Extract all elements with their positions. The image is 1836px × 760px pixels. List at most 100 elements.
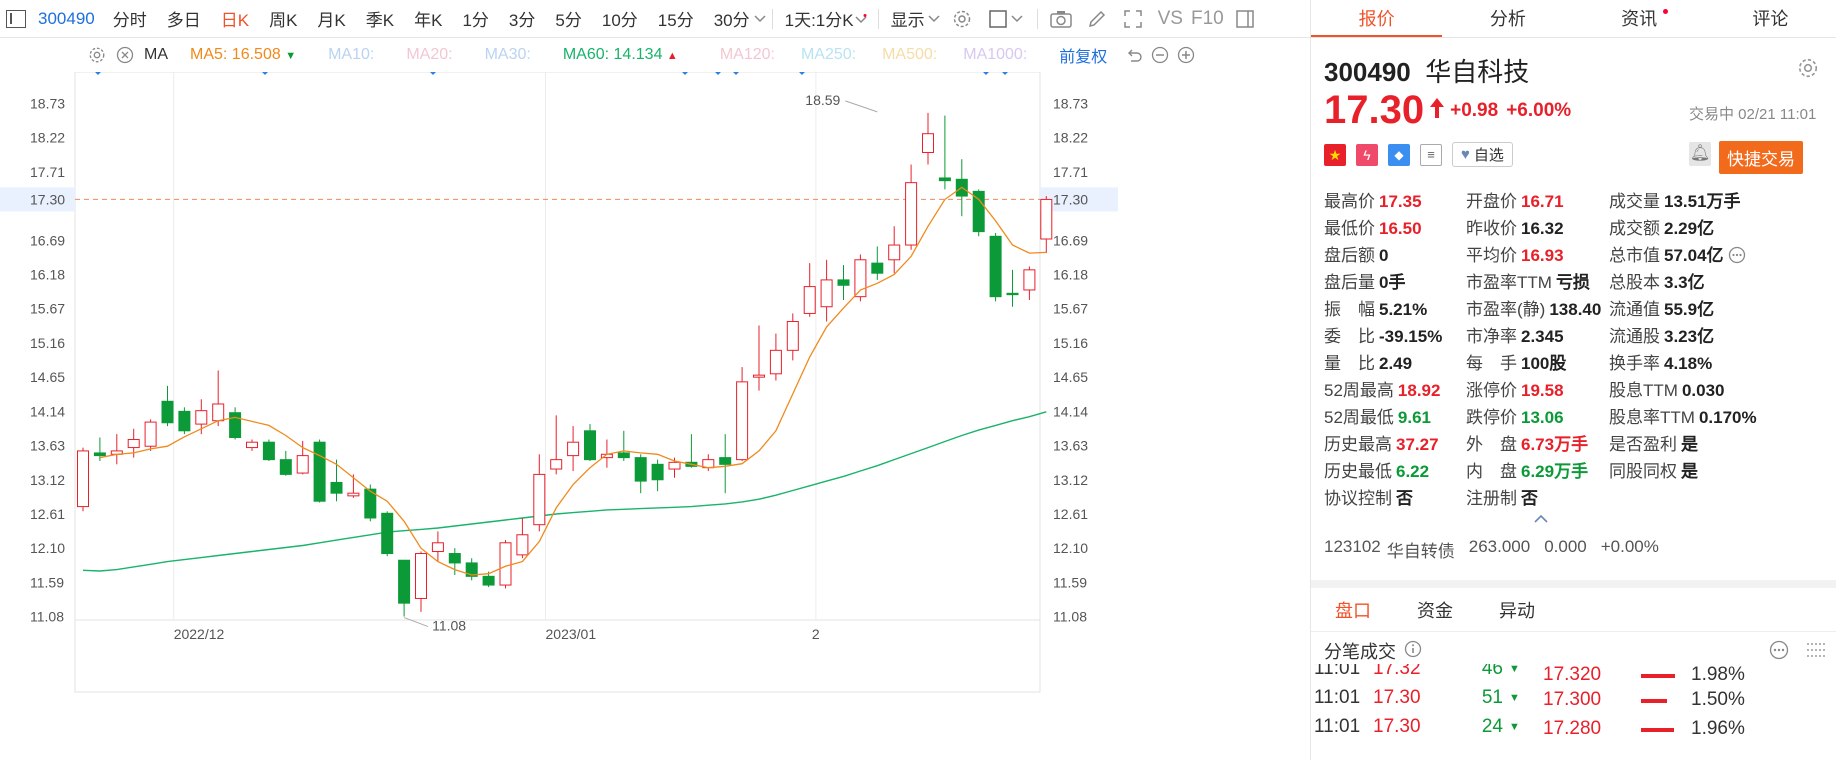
candle[interactable] — [550, 415, 563, 475]
period-tab-weekly[interactable]: 周K — [269, 11, 298, 30]
fullscreen-icon[interactable] — [1122, 8, 1144, 30]
period-tab-daily[interactable]: 日K — [220, 11, 250, 30]
candle[interactable] — [398, 559, 411, 617]
candle[interactable] — [989, 232, 1002, 302]
candle[interactable] — [516, 517, 529, 559]
more-icon[interactable] — [1728, 246, 1746, 265]
f10-button[interactable]: F10 — [1190, 7, 1224, 29]
candle[interactable] — [313, 439, 326, 503]
tab-analysis[interactable]: 分析 — [1489, 9, 1526, 29]
candle[interactable] — [330, 459, 343, 502]
gear-icon[interactable] — [951, 8, 973, 30]
info-icon[interactable] — [1404, 640, 1422, 663]
list-icon[interactable]: ≡ — [1420, 143, 1442, 166]
candle[interactable] — [685, 434, 698, 468]
more-icon[interactable] — [1769, 640, 1789, 665]
period-tab-1min[interactable]: 1分 — [462, 11, 489, 30]
period-tab-multiday[interactable]: 多日 — [166, 11, 201, 30]
list-view-icon[interactable] — [1805, 640, 1827, 665]
candle[interactable] — [144, 419, 157, 451]
fast-trade-button[interactable]: 快捷交易 — [1719, 141, 1803, 174]
period-tab-intraday[interactable]: 分时 — [112, 11, 147, 30]
candle[interactable] — [364, 484, 377, 522]
tab-comments[interactable]: 评论 — [1752, 9, 1789, 29]
tab-fund-flow[interactable]: 资金 — [1417, 600, 1453, 621]
candle[interactable] — [448, 548, 461, 575]
candle[interactable] — [1040, 196, 1053, 254]
tab-movement[interactable]: 异动 — [1499, 600, 1535, 621]
undo-icon[interactable] — [1123, 44, 1145, 66]
candle[interactable] — [110, 434, 123, 465]
candle[interactable] — [465, 558, 478, 581]
tab-orderbook[interactable]: 盘口 — [1335, 600, 1371, 621]
candle[interactable] — [803, 263, 816, 317]
compare-button[interactable]: VS — [1157, 7, 1183, 29]
camera-icon[interactable] — [1049, 8, 1072, 30]
candle[interactable] — [246, 439, 258, 451]
period-tab-3min[interactable]: 3分 — [508, 11, 536, 30]
china-flag-icon[interactable]: ★ — [1324, 143, 1346, 166]
zoom-out-icon[interactable] — [1149, 44, 1171, 66]
candle[interactable] — [938, 115, 951, 190]
candle[interactable] — [769, 333, 782, 381]
gear-icon[interactable] — [1797, 57, 1819, 79]
square-icon[interactable] — [987, 8, 1009, 30]
candle[interactable] — [415, 551, 427, 612]
candle[interactable] — [753, 325, 765, 391]
period-tab-quarterly[interactable]: 季K — [365, 11, 395, 30]
ma-indicator-label[interactable]: MA — [144, 46, 168, 63]
candle[interactable] — [702, 454, 715, 472]
candle[interactable] — [888, 226, 901, 274]
chevron-down-icon[interactable] — [854, 8, 868, 30]
chevron-down-icon[interactable] — [927, 8, 941, 30]
close-icon[interactable] — [114, 44, 136, 66]
add-watchlist-button[interactable]: ♥ 自选 — [1452, 142, 1513, 167]
candle[interactable] — [651, 459, 664, 492]
period-tab-30min[interactable]: 30分 — [713, 11, 750, 30]
stock-code[interactable]: 300490 — [38, 8, 95, 28]
candle[interactable] — [229, 407, 242, 440]
candle[interactable] — [584, 424, 596, 461]
period-tab-15min[interactable]: 15分 — [657, 11, 694, 30]
sidebar-toggle-icon[interactable] — [6, 9, 26, 28]
candle[interactable] — [922, 112, 934, 165]
range-select[interactable]: 1天:1分K — [784, 11, 854, 30]
candle[interactable] — [431, 531, 444, 562]
display-menu[interactable]: 显示 — [890, 11, 925, 30]
candle[interactable] — [837, 265, 850, 301]
period-tab-yearly[interactable]: 年K — [414, 11, 443, 30]
chevron-down-icon[interactable] — [1011, 8, 1023, 30]
period-tab-10min[interactable]: 10分 — [601, 11, 638, 30]
panel-toggle-icon[interactable] — [1234, 8, 1256, 30]
candle[interactable] — [296, 440, 309, 475]
adjust-select[interactable]: 前复权 — [1059, 49, 1108, 66]
pencil-icon[interactable] — [1086, 8, 1108, 30]
tab-quote[interactable]: 报价 — [1311, 0, 1443, 37]
period-tab-monthly[interactable]: 月K — [317, 11, 346, 30]
candle[interactable] — [212, 370, 225, 427]
candle[interactable] — [634, 454, 647, 494]
candle[interactable] — [854, 254, 867, 302]
candle[interactable] — [178, 407, 191, 435]
candle[interactable] — [381, 511, 394, 557]
candle[interactable] — [1006, 269, 1019, 307]
candle[interactable] — [279, 450, 292, 476]
candle[interactable] — [719, 434, 732, 494]
bell-icon[interactable]: 🔔︎ — [1689, 142, 1711, 166]
candle[interactable] — [871, 246, 884, 280]
chevron-down-icon[interactable] — [754, 8, 766, 30]
candle[interactable] — [262, 439, 275, 461]
candle[interactable] — [499, 540, 512, 589]
zoom-in-icon[interactable] — [1175, 44, 1197, 66]
candle[interactable] — [786, 313, 799, 361]
period-tab-5min[interactable]: 5分 — [555, 11, 582, 30]
candle[interactable] — [1023, 266, 1036, 301]
candle[interactable] — [617, 430, 630, 461]
kline-chart[interactable]: 18.73 18.73 18.22 18.22 17.71 17.71 17.30 17.30… — [0, 72, 1310, 760]
lightning-icon[interactable]: ϟ — [1356, 143, 1378, 166]
candle[interactable] — [567, 426, 580, 472]
tag-icon[interactable]: ◆ — [1388, 143, 1410, 166]
candle[interactable] — [533, 454, 546, 532]
candle[interactable] — [972, 189, 985, 237]
candle[interactable] — [77, 447, 89, 512]
